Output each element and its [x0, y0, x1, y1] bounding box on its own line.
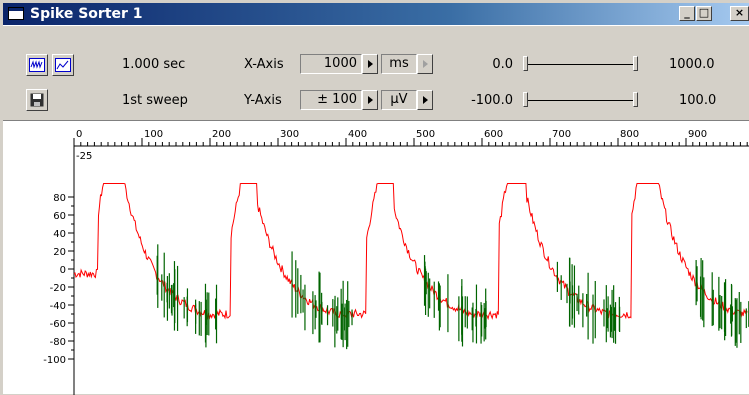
waveform-svg: 0 100 200 300 400 500 600 700 800 900806040200-20… [43, 129, 749, 395]
y-range-slider[interactable] [523, 90, 638, 110]
y-tick-label: -40 [50, 301, 66, 312]
sweep-label: 1st sweep [122, 93, 188, 108]
title-bar[interactable]: Spike Sorter 1 _ □ × [3, 3, 749, 25]
x-max-value: 1000.0 [669, 57, 715, 72]
window-icon [8, 7, 24, 20]
x-axis-range-field[interactable]: 1000 [300, 54, 362, 74]
x-range-slider[interactable] [523, 54, 638, 74]
x-axis-unit[interactable]: ms [381, 54, 417, 74]
y-axis-range-field[interactable]: ± 100 [300, 90, 362, 110]
waveform-plot[interactable]: 0 100 200 300 400 500 600 700 800 900 80 60 40 20 0 -20… [3, 120, 749, 395]
x-tick-label: 900 [688, 129, 707, 140]
x-tick-label: 600 [484, 129, 503, 140]
y-axis-range-arrow[interactable] [362, 90, 378, 110]
y-tick-label: -60 [50, 319, 66, 330]
y-tick-label: 40 [53, 229, 66, 240]
x-tick-label: 200 [212, 129, 231, 140]
y-tick-label: 60 [53, 211, 66, 222]
maximize-button[interactable]: □ [696, 6, 712, 21]
y-min-value: -100.0 [471, 93, 513, 108]
y-tick-label: -20 [50, 283, 66, 294]
waveform-view-icon[interactable] [26, 54, 48, 76]
y-tick-label: 20 [53, 247, 66, 258]
close-button[interactable]: × [730, 6, 749, 21]
save-icon[interactable] [26, 89, 48, 111]
y-tick-label: 0 [60, 265, 66, 276]
x-tick-label: 400 [348, 129, 367, 140]
y-axis-label: Y-Axis [244, 93, 282, 108]
x-tick-label: 300 [280, 129, 299, 140]
time-label: 1.000 sec [122, 57, 186, 72]
x-axis-range-arrow[interactable] [362, 54, 378, 74]
y-axis-unit-arrow[interactable] [417, 90, 433, 110]
corner-label: -25 [76, 151, 92, 162]
x-tick-label: 0 [76, 129, 82, 140]
x-axis-unit-arrow[interactable] [417, 54, 433, 74]
x-tick-label: 700 [552, 129, 571, 140]
toolbar: 1.000 sec 1st sweep X-Axis 1000 ms Y-Axi… [3, 25, 749, 120]
x-axis-label: X-Axis [244, 57, 284, 72]
cluster-view-icon[interactable] [52, 54, 74, 76]
waveform-trace [73, 183, 748, 321]
x-tick-label: 100 [144, 129, 163, 140]
y-tick-label: -80 [50, 337, 66, 348]
minimize-button[interactable]: _ [679, 6, 695, 21]
y-axis-unit[interactable]: µV [381, 90, 417, 110]
x-tick-label: 500 [416, 129, 435, 140]
y-tick-label: -100 [43, 355, 66, 366]
y-max-value: 100.0 [679, 93, 717, 108]
window-title: Spike Sorter 1 [30, 6, 143, 22]
x-tick-label: 800 [620, 129, 639, 140]
x-min-value: 0.0 [492, 57, 513, 72]
y-tick-label: 80 [53, 193, 66, 204]
